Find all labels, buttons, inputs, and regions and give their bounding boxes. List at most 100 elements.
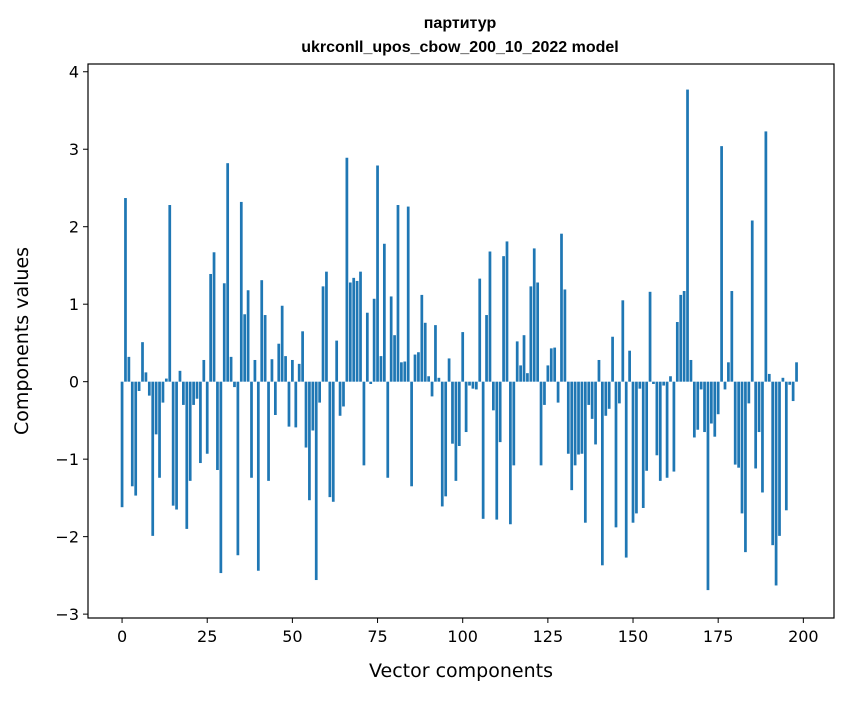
bar-161 bbox=[669, 376, 672, 382]
bar-130 bbox=[563, 289, 567, 382]
bar-105 bbox=[478, 278, 482, 382]
bar-136 bbox=[583, 381, 587, 523]
bar-36 bbox=[243, 314, 247, 382]
bar-93 bbox=[437, 377, 441, 382]
bar-66 bbox=[345, 157, 349, 382]
y-tick-label: 3 bbox=[69, 140, 79, 159]
bar-155 bbox=[648, 291, 652, 382]
x-tick-label: 200 bbox=[788, 627, 819, 646]
bar-23 bbox=[199, 381, 202, 464]
bar-113 bbox=[505, 241, 509, 382]
bar-48 bbox=[284, 356, 287, 382]
bar-177 bbox=[723, 381, 727, 390]
x-tick-label: 50 bbox=[282, 627, 302, 646]
bar-132 bbox=[570, 381, 574, 491]
bar-141 bbox=[601, 381, 604, 566]
x-tick-label: 125 bbox=[533, 627, 564, 646]
bar-63 bbox=[335, 340, 339, 382]
x-tick-label: 25 bbox=[197, 627, 217, 646]
bar-164 bbox=[679, 294, 683, 382]
bar-26 bbox=[209, 273, 212, 382]
x-tick-label: 150 bbox=[618, 627, 649, 646]
bar-127 bbox=[553, 347, 557, 382]
bar-35 bbox=[239, 201, 243, 382]
bar-64 bbox=[338, 381, 342, 416]
bar-82 bbox=[400, 362, 403, 382]
bar-165 bbox=[682, 291, 686, 382]
bar-17 bbox=[178, 370, 182, 382]
bar-87 bbox=[417, 352, 420, 382]
bar-179 bbox=[730, 291, 734, 382]
x-tick-label: 175 bbox=[703, 627, 734, 646]
bar-1 bbox=[124, 198, 127, 382]
bar-4 bbox=[134, 381, 138, 496]
bar-96 bbox=[447, 358, 451, 382]
bar-56 bbox=[311, 381, 315, 431]
x-axis-ticks: 0 25 50 75 100 125 150 175 200 bbox=[117, 618, 819, 646]
bar-182 bbox=[740, 381, 744, 514]
bar-138 bbox=[590, 381, 594, 419]
bar-28 bbox=[216, 381, 219, 471]
bar-169 bbox=[696, 381, 700, 430]
bar-98 bbox=[454, 381, 458, 481]
bar-30 bbox=[222, 283, 226, 382]
bar-143 bbox=[607, 381, 611, 409]
bar-91 bbox=[430, 381, 434, 397]
bar-196 bbox=[788, 381, 792, 385]
bar-126 bbox=[549, 348, 553, 382]
bar-150 bbox=[631, 381, 635, 523]
bar-59 bbox=[321, 286, 325, 382]
bar-191 bbox=[771, 381, 775, 546]
bar-21 bbox=[192, 381, 195, 405]
bar-109 bbox=[492, 381, 495, 411]
bar-111 bbox=[498, 381, 502, 443]
bar-106 bbox=[481, 381, 485, 519]
bar-31 bbox=[226, 163, 230, 382]
bar-60 bbox=[325, 271, 328, 382]
bar-61 bbox=[328, 381, 332, 498]
bar-163 bbox=[675, 322, 679, 382]
chart-title-line-2: ukrconll_upos_cbow_200_10_2022 model bbox=[301, 39, 618, 56]
bar-88 bbox=[420, 294, 424, 382]
bar-107 bbox=[485, 315, 488, 382]
bar-192 bbox=[774, 381, 778, 586]
bar-11 bbox=[158, 381, 161, 478]
y-axis-ticks: −3 −2 −1 0 1 2 3 4 bbox=[55, 63, 88, 624]
bar-123 bbox=[539, 381, 543, 466]
bar-124 bbox=[543, 381, 546, 405]
bar-43 bbox=[267, 381, 270, 481]
bar-57 bbox=[314, 381, 318, 581]
bar-68 bbox=[352, 277, 356, 382]
bar-series bbox=[120, 89, 798, 591]
bar-108 bbox=[488, 251, 492, 382]
bar-2 bbox=[127, 356, 131, 382]
bar-134 bbox=[577, 381, 580, 455]
bar-104 bbox=[474, 381, 478, 390]
bar-195 bbox=[784, 381, 788, 511]
bar-19 bbox=[185, 381, 189, 529]
bar-3 bbox=[130, 381, 134, 487]
y-tick-label: 0 bbox=[69, 373, 79, 392]
bar-71 bbox=[362, 381, 366, 466]
bar-139 bbox=[594, 381, 597, 445]
bar-7 bbox=[144, 372, 148, 382]
bar-140 bbox=[597, 359, 601, 382]
bar-74 bbox=[372, 298, 376, 382]
y-tick-label: 2 bbox=[69, 218, 79, 237]
bar-159 bbox=[662, 381, 666, 386]
bar-94 bbox=[440, 381, 444, 507]
bar-14 bbox=[168, 205, 172, 382]
bar-16 bbox=[175, 381, 178, 510]
bar-22 bbox=[195, 381, 199, 399]
bar-188 bbox=[761, 381, 764, 493]
bar-145 bbox=[614, 381, 618, 528]
bar-171 bbox=[703, 381, 706, 433]
bar-100 bbox=[461, 332, 465, 382]
bar-54 bbox=[304, 381, 308, 448]
bar-160 bbox=[665, 381, 669, 478]
bar-131 bbox=[566, 381, 570, 454]
bar-101 bbox=[464, 381, 468, 433]
bar-175 bbox=[716, 381, 720, 415]
bar-125 bbox=[546, 365, 550, 382]
